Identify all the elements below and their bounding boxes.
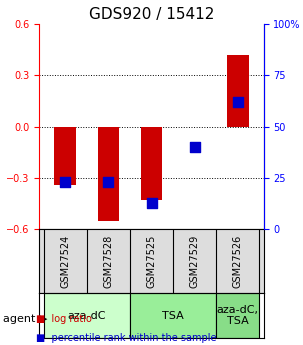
Text: GSM27528: GSM27528 (103, 235, 113, 288)
Point (235, 99, 240, 105)
Text: aza-dC,
TSA: aza-dC, TSA (217, 305, 259, 326)
Point (192, 145, 197, 150)
Bar (227, 55, 248, 127)
Text: GSM27525: GSM27525 (146, 235, 157, 288)
FancyBboxPatch shape (216, 293, 259, 338)
Text: ■  percentile rank within the sample: ■ percentile rank within the sample (36, 333, 217, 343)
Title: GDS920 / 15412: GDS920 / 15412 (89, 7, 214, 22)
FancyBboxPatch shape (44, 293, 130, 338)
Text: TSA: TSA (162, 311, 184, 321)
Text: GSM27524: GSM27524 (60, 235, 70, 288)
FancyBboxPatch shape (130, 293, 216, 338)
Text: ■  log ratio: ■ log ratio (36, 314, 92, 324)
Bar (98, 127, 119, 221)
Text: aza-dC: aza-dC (68, 311, 106, 321)
Text: agent ▶: agent ▶ (3, 314, 47, 324)
Point (149, 200, 154, 205)
Text: GSM27526: GSM27526 (233, 235, 243, 288)
Point (106, 179, 111, 185)
Bar (141, 127, 162, 200)
Text: GSM27529: GSM27529 (190, 235, 200, 288)
Point (63, 179, 68, 185)
Bar (55, 127, 76, 185)
